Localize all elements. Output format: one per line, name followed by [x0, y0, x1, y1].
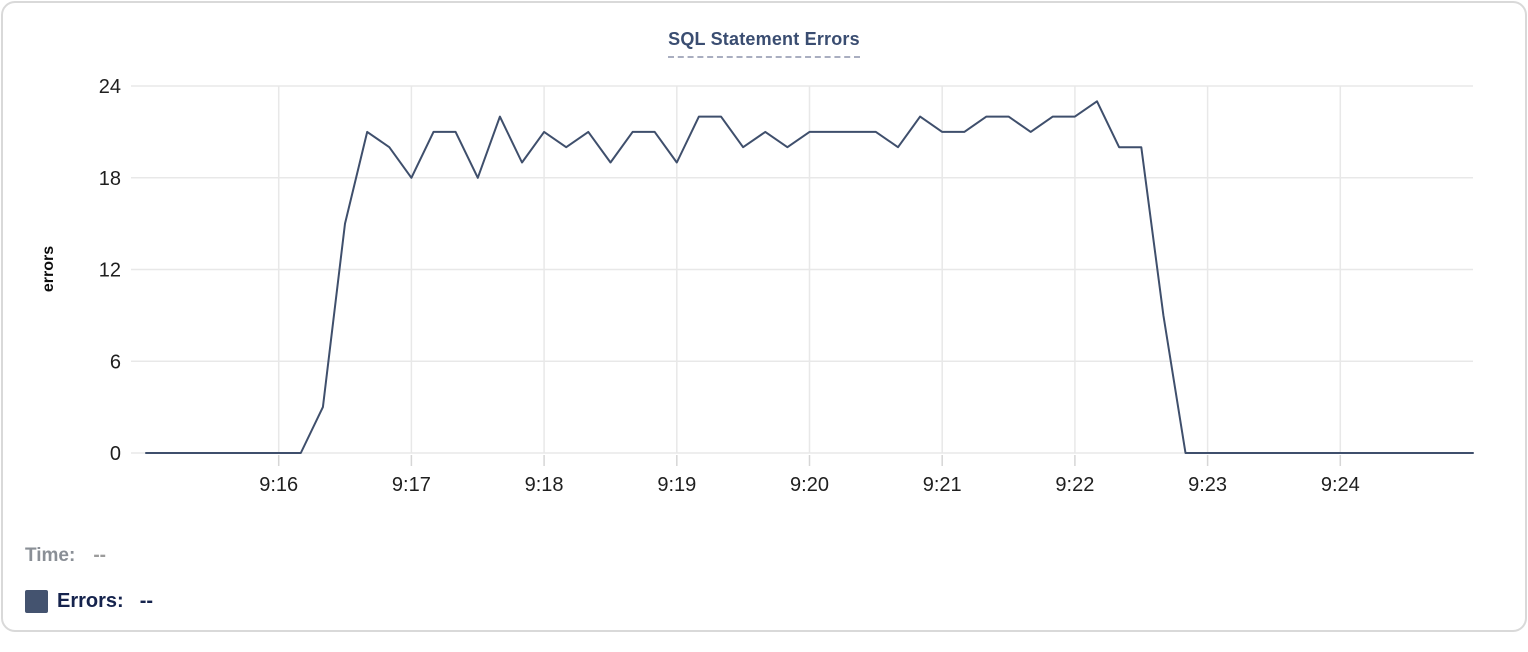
errors-series-swatch	[25, 589, 48, 613]
y-tick-label: 6	[110, 351, 121, 373]
y-tick-label: 12	[99, 260, 121, 282]
chart-card: SQL Statement Errors errors 0 6 12 18 24 9:16…	[1, 1, 1527, 632]
legend-errors-label: Errors:	[57, 589, 124, 612]
x-tick-label: 9:20	[790, 474, 829, 496]
x-tick-label: 9:22	[1055, 474, 1094, 496]
x-tick-label: 9:23	[1188, 474, 1227, 496]
y-tick-label: 18	[99, 168, 121, 190]
legend-row-time: Time: --	[25, 543, 153, 569]
y-tick-label: 0	[110, 443, 121, 465]
legend-errors-value: --	[139, 589, 154, 612]
errors-series-line	[145, 100, 1474, 454]
x-tick-label: 9:18	[525, 474, 564, 496]
legend-time-label: Time:	[25, 545, 76, 566]
legend-row-errors: Errors: --	[25, 588, 153, 614]
y-tick-label: 24	[99, 76, 121, 98]
chart-legend: Time: -- Errors: --	[25, 543, 153, 633]
errors-line-chart[interactable]: 0 6 12 18 24 9:16 9:17 9:18 9:19 9:20 9:21 9:22 9:23…	[3, 3, 1528, 508]
legend-time-value: --	[93, 545, 106, 566]
x-tick-label: 9:24	[1321, 474, 1360, 496]
chart-title-row: SQL Statement Errors	[3, 29, 1525, 58]
x-tick-label: 9:21	[923, 474, 962, 496]
x-tick-label: 9:16	[259, 474, 298, 496]
x-tick-label: 9:17	[392, 474, 431, 496]
chart-title[interactable]: SQL Statement Errors	[668, 29, 860, 58]
x-tick-label: 9:19	[657, 474, 696, 496]
